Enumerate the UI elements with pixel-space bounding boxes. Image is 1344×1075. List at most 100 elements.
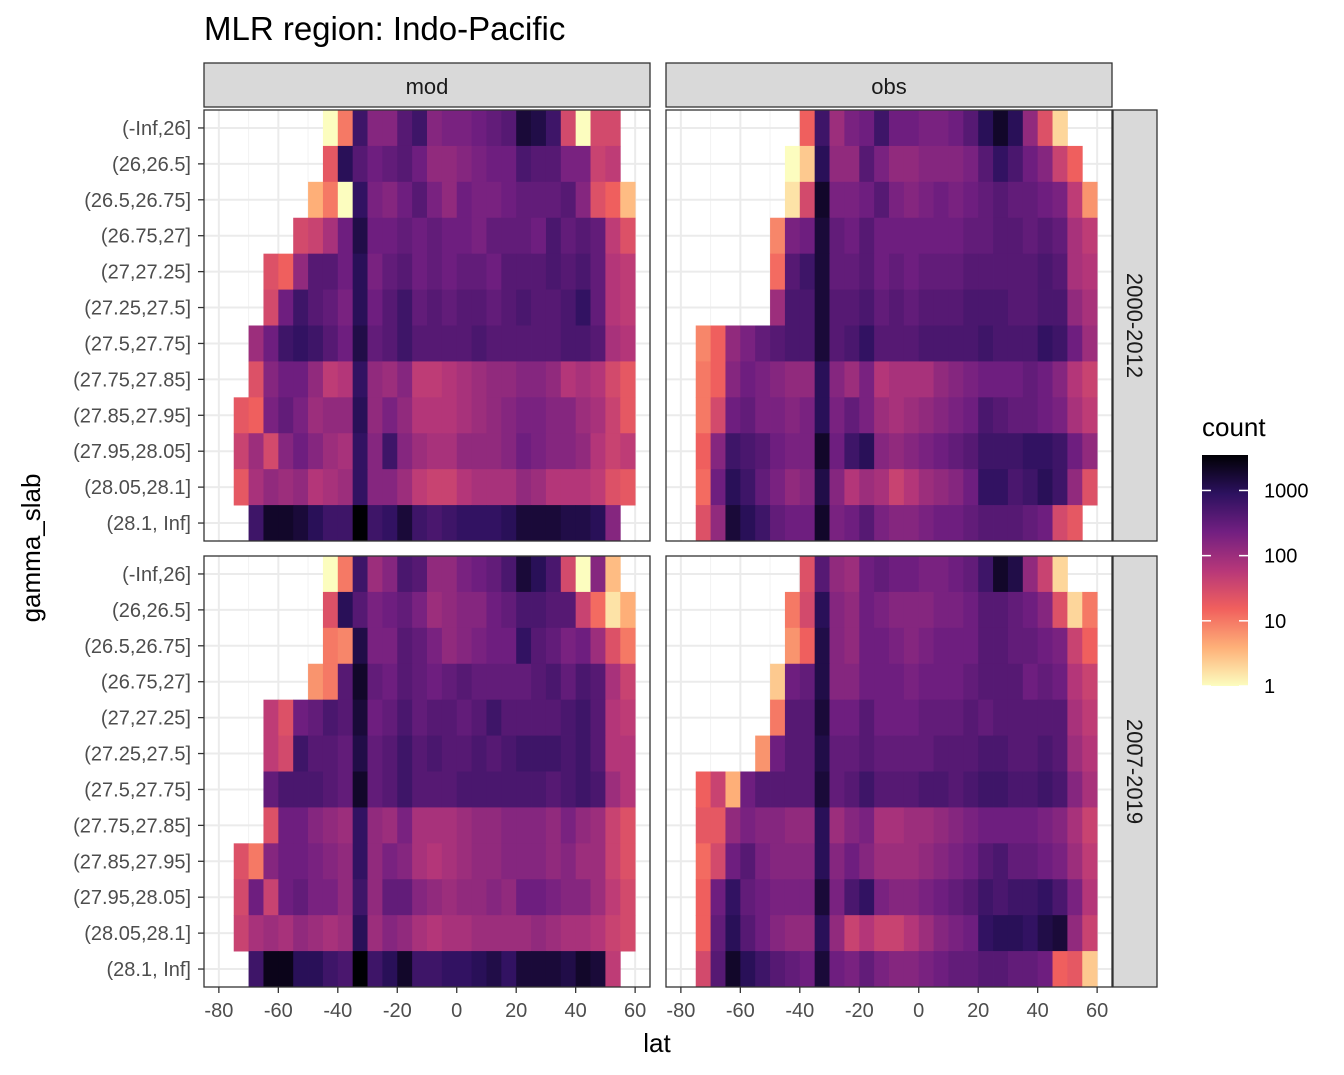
heatmap-tile [248, 397, 264, 434]
heatmap-tile [1082, 627, 1098, 665]
heatmap-tile [308, 253, 324, 290]
heatmap-tile [740, 505, 756, 542]
heatmap-tile [770, 771, 786, 808]
heatmap-tile [918, 735, 934, 772]
heatmap-tile [889, 289, 905, 326]
heatmap-tile [978, 145, 994, 183]
heatmap-tile [575, 879, 591, 916]
heatmap-tile [829, 110, 845, 147]
heatmap-tile [427, 361, 443, 398]
heatmap-tile [605, 181, 621, 219]
heatmap-tile [263, 879, 279, 916]
heatmap-tile [948, 181, 964, 219]
heatmap-tile [903, 361, 920, 398]
heatmap-tile [382, 397, 398, 434]
heatmap-tile [605, 771, 621, 808]
heatmap-tile [397, 915, 413, 952]
heatmap-tile [710, 433, 726, 470]
heatmap-tile [710, 469, 726, 506]
x-tick-label: 60 [1086, 1000, 1108, 1022]
heatmap-tile [322, 217, 339, 255]
heatmap-tile [397, 879, 413, 916]
heatmap-tile [814, 325, 830, 362]
heatmap-tile [799, 699, 816, 736]
heatmap-tile [427, 843, 443, 880]
heatmap-tile [948, 627, 964, 665]
heatmap-tile [427, 325, 443, 362]
heatmap-tile [352, 556, 368, 593]
heatmap-tile [1037, 663, 1053, 701]
heatmap-tile [993, 145, 1009, 183]
heatmap-tile [352, 699, 368, 736]
heatmap-tile [367, 879, 383, 916]
heatmap-tile [397, 663, 413, 701]
strip-row-box [1112, 555, 1158, 988]
heatmap-tile [620, 361, 636, 398]
heatmap-tile [1022, 361, 1039, 398]
y-tick-label: (27.5,27.75] [84, 779, 191, 801]
y-tick-label: (26.5,26.75] [84, 190, 191, 212]
heatmap-tile [397, 110, 413, 147]
heatmap-tile [531, 505, 547, 542]
heatmap-tile [456, 397, 472, 434]
heatmap-tile [859, 735, 875, 772]
heatmap-tile [784, 145, 801, 183]
heatmap-tile [814, 771, 830, 808]
heatmap-tile [770, 879, 786, 916]
heatmap-tile [337, 951, 354, 988]
heatmap-tile [889, 217, 905, 255]
heatmap-tile [1007, 289, 1024, 326]
heatmap-tile [322, 591, 339, 629]
heatmap-tile [575, 181, 591, 219]
heatmap-tile [471, 433, 487, 470]
heatmap-tile [560, 145, 577, 183]
heatmap-tile [1067, 217, 1083, 255]
heatmap-tile [441, 289, 458, 326]
heatmap-tile [740, 361, 756, 398]
heatmap-tile [263, 253, 279, 290]
heatmap-tile [814, 951, 830, 988]
heatmap-tile [1082, 879, 1098, 916]
heatmap-tile [918, 469, 934, 506]
heatmap-tile [441, 397, 458, 434]
y-tick-label: (27.25,27.5] [84, 744, 191, 766]
heatmap-tile [874, 433, 890, 470]
heatmap-tile [590, 505, 606, 542]
heatmap-tile [859, 807, 875, 844]
heatmap-tile [382, 433, 398, 470]
heatmap-tile [918, 145, 934, 183]
heatmap-tile [441, 663, 458, 701]
heatmap-tile [367, 110, 383, 147]
heatmap-tile [322, 879, 339, 916]
heatmap-tile [531, 181, 547, 219]
heatmap-tile [933, 110, 949, 147]
heatmap-tile [799, 289, 816, 326]
heatmap-tile [367, 253, 383, 290]
heatmap-tile [367, 181, 383, 219]
heatmap-tile [337, 217, 354, 255]
heatmap-tile [1067, 915, 1083, 952]
heatmap-tile [352, 951, 368, 988]
heatmap-tile [397, 699, 413, 736]
heatmap-tile [337, 469, 354, 506]
heatmap-tile [993, 915, 1009, 952]
heatmap-tile [382, 217, 398, 255]
heatmap-tile [948, 879, 964, 916]
legend-break-label: 1000 [1264, 480, 1309, 502]
heatmap-tile [948, 663, 964, 701]
heatmap-tile [844, 951, 860, 988]
heatmap-tile [799, 433, 816, 470]
heatmap-tile [948, 807, 964, 844]
heatmap-tile [829, 591, 845, 629]
heatmap-tile [456, 843, 472, 880]
heatmap-tile [799, 361, 816, 398]
heatmap-tile [755, 397, 771, 434]
heatmap-tile [1037, 843, 1053, 880]
heatmap-tile [963, 915, 979, 952]
heatmap-tile [516, 807, 532, 844]
heatmap-tile [308, 469, 324, 506]
heatmap-tile [770, 505, 786, 542]
panel-obs-2000-2012 [665, 109, 1113, 542]
heatmap-tile [531, 217, 547, 255]
heatmap-tile [471, 915, 487, 952]
